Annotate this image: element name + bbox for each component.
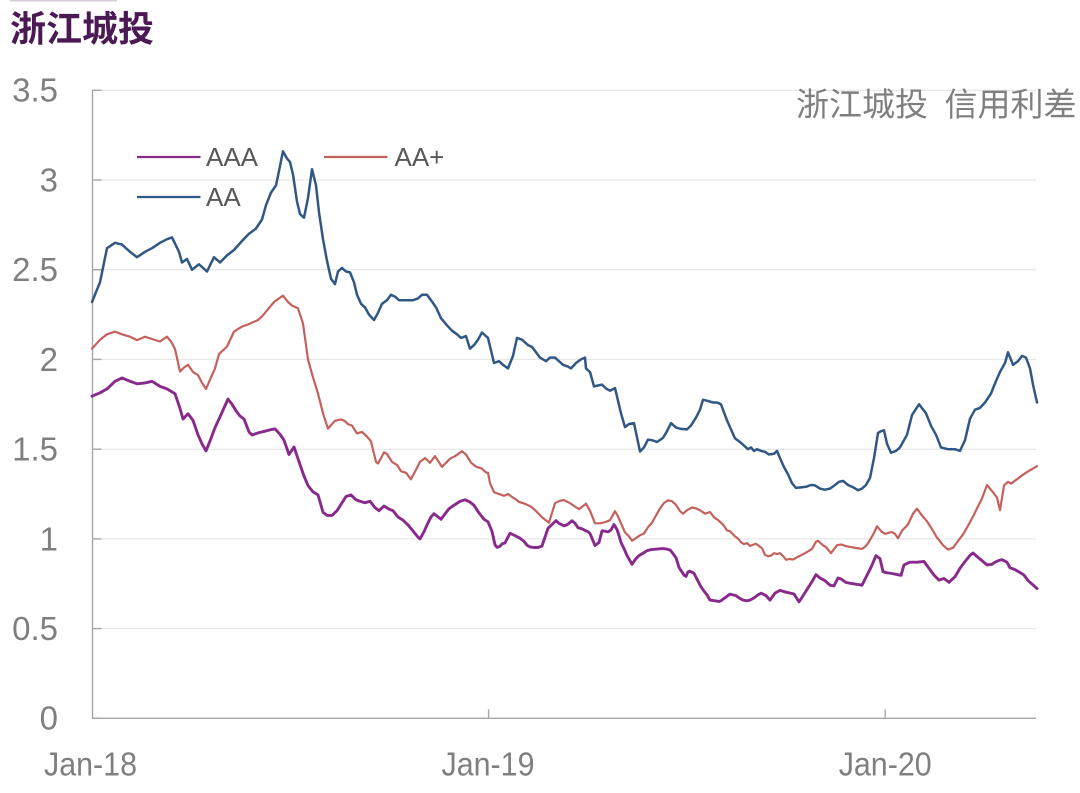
svg-text:0: 0 <box>40 700 58 737</box>
svg-text:Jan-20: Jan-20 <box>839 746 932 783</box>
svg-text:3: 3 <box>40 161 58 198</box>
svg-text:AA+: AA+ <box>395 142 445 172</box>
svg-text:1: 1 <box>40 520 58 557</box>
svg-text:Jan-19: Jan-19 <box>442 746 535 783</box>
svg-text:2.5: 2.5 <box>12 251 58 288</box>
svg-text:AAA: AAA <box>206 142 259 172</box>
svg-text:2: 2 <box>40 341 58 378</box>
svg-text:AA: AA <box>206 182 241 212</box>
svg-text:0.5: 0.5 <box>12 610 58 647</box>
svg-text:3.5: 3.5 <box>12 72 58 109</box>
svg-text:1.5: 1.5 <box>12 431 58 468</box>
svg-text:Jan-18: Jan-18 <box>44 746 137 783</box>
